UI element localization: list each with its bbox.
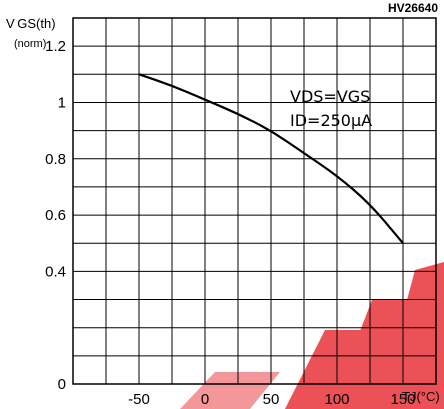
y-tick-label: 0.4 — [45, 263, 66, 280]
y-axis-label-sub: (norm) — [14, 38, 46, 50]
annotation-box: VDS=VGS ID=250μA — [290, 87, 372, 130]
y-axis-label: V GS(th) — [6, 16, 56, 31]
annotation-line-2: ID=250μA — [290, 111, 372, 130]
tick-labels: -50 0 50 100 150 0 0.4 0.6 0.8 1 1.2 — [45, 38, 415, 408]
grid — [73, 18, 436, 384]
x-tick-label: 50 — [263, 391, 280, 408]
x-tick-label: 100 — [324, 391, 349, 408]
series-layer — [138, 73, 404, 244]
y-tick-label: 0.8 — [45, 151, 66, 168]
figure-code: HV26640 — [388, 1, 438, 15]
x-axis-label: TJ(°C) — [402, 389, 440, 404]
y-tick-label: 1.2 — [45, 38, 66, 55]
y-tick-label: 0.6 — [45, 207, 66, 224]
watermark-logo — [180, 262, 444, 409]
annotation-line-1: VDS=VGS — [290, 87, 370, 106]
y-tick-label: 1 — [58, 94, 66, 111]
y-tick-label: 0 — [58, 376, 66, 393]
series-line — [138, 73, 404, 244]
plot-frame — [72, 17, 437, 385]
axes — [72, 17, 437, 385]
x-tick-label: 0 — [201, 391, 209, 408]
x-tick-label: -50 — [128, 391, 150, 408]
x-tick-label: 150 — [390, 391, 415, 408]
